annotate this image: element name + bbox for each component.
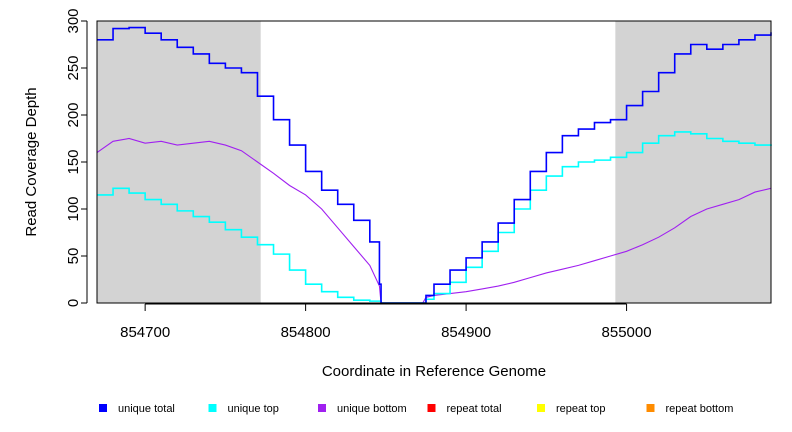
y-axis: 0 50 100 150 200 250 300 (65, 8, 88, 307)
legend: unique total unique top unique bottom repea… (99, 403, 733, 415)
legend-swatch (318, 404, 326, 412)
x-tick-label: 855000 (602, 324, 652, 341)
plot-frame (96, 20, 772, 304)
legend-label: unique total (118, 403, 175, 415)
x-tick-label: 854900 (441, 324, 491, 341)
shaded-regions (97, 21, 771, 303)
series-line-unique-total (97, 26, 772, 304)
legend-swatch (427, 404, 436, 412)
shaded-region-2 (615, 21, 771, 303)
legend-label: repeat bottom (666, 403, 734, 415)
legend-swatch (537, 404, 545, 412)
y-tick-label: 300 (65, 8, 82, 33)
y-tick-label: 50 (65, 248, 82, 265)
y-axis-title: Read Coverage Depth (23, 87, 40, 236)
x-tick-label: 854800 (281, 324, 331, 341)
legend-label: repeat top (556, 403, 606, 415)
y-tick-label: 250 (65, 55, 82, 80)
y-tick-label: 150 (65, 149, 82, 174)
x-axis-title: Coordinate in Reference Genome (322, 363, 546, 380)
shaded-region-1 (97, 21, 261, 303)
y-tick-label: 0 (65, 299, 82, 307)
legend-swatch (99, 404, 107, 412)
legend-label: unique top (228, 403, 279, 415)
legend-label: repeat total (447, 403, 502, 415)
y-tick-label: 200 (65, 102, 82, 127)
y-tick-label: 100 (65, 196, 82, 221)
x-axis: 854700 854800 854900 855000 (120, 303, 652, 341)
legend-swatch (208, 404, 217, 412)
legend-swatch (646, 404, 655, 412)
series-line-unique-bottom (96, 137, 772, 304)
x-tick-label: 854700 (120, 324, 170, 341)
legend-label: unique bottom (337, 403, 407, 415)
